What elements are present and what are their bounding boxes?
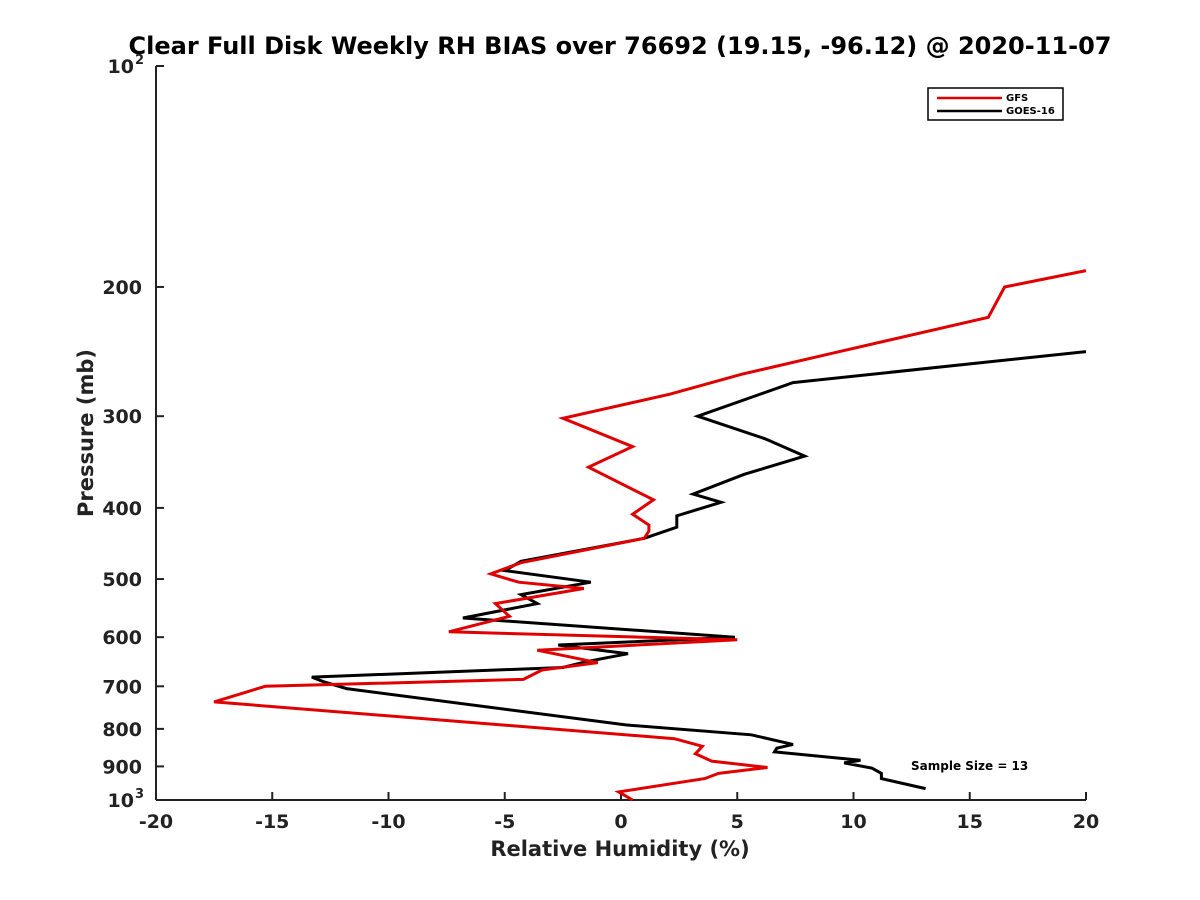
y-tick-label: 500 [102,569,142,591]
legend: GFS GOES-16 [927,87,1064,121]
y-tick-label: 400 [102,498,142,520]
y-tick-label: 800 [102,719,142,741]
x-ticks: -20 -15 -10 -5 0 5 10 15 20 [139,792,1099,833]
x-tick-label: -5 [494,811,515,833]
y-tick-label: 600 [102,627,142,649]
x-tick-label: 20 [1073,811,1099,833]
y-tick-label: 900 [102,756,142,778]
chart-title: Clear Full Disk Weekly RH BIAS over 7669… [129,32,1112,60]
x-tick-label: 10 [840,811,866,833]
x-tick-label: 0 [614,811,627,833]
plot-area: -20 -15 -10 -5 0 5 10 15 20 10 220030040050060070… [102,53,1099,833]
legend-label-gfs: GFS [1006,93,1028,104]
legend-label-goes16: GOES-16 [1006,106,1055,117]
series-line-goes16 [311,350,1087,791]
x-tick-label: -10 [371,811,405,833]
y-tick-label: 200 [102,277,142,299]
x-tick-label: 5 [731,811,744,833]
y-tick-exponent: 3 [135,787,144,802]
y-tick-label: 700 [102,676,142,698]
x-axis-label: Relative Humidity (%) [490,837,749,861]
y-tick-label: 300 [102,406,142,428]
sample-size-annotation: Sample Size = 13 [911,759,1028,773]
y-tick-label: 10 [108,56,134,78]
x-tick-label: -20 [139,811,173,833]
legend-box [927,87,1064,121]
series-lines [213,269,1087,802]
y-tick-label: 10 [108,790,134,812]
y-axis-label: Pressure (mb) [74,349,98,517]
series-line-gfs [213,269,1087,802]
y-tick-exponent: 2 [135,53,144,68]
x-tick-label: -15 [255,811,289,833]
x-tick-label: 15 [957,811,983,833]
